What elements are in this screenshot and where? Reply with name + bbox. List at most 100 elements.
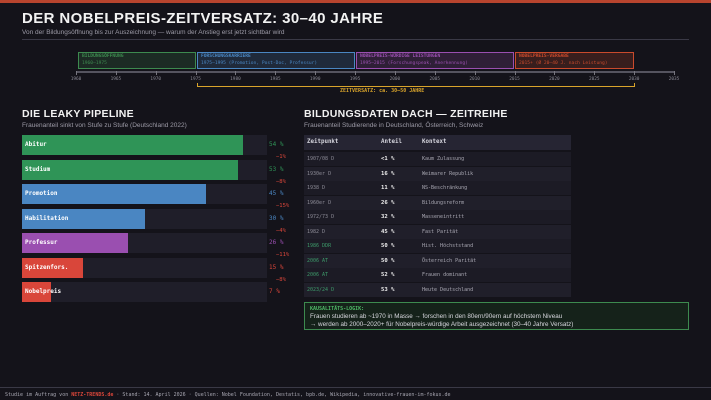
table-cell-context: Heute Deutschland <box>422 286 474 293</box>
timeline-tick <box>434 71 436 75</box>
footer: Studie im Auftrag von NETZ-TRENDS.de · S… <box>5 392 451 398</box>
causality-heading: KAUSALITÄTS-LOGIK: <box>310 306 365 312</box>
timeline-year-label: 1965 <box>110 77 122 82</box>
column-header-kontext: Kontext <box>422 139 447 145</box>
table-cell-value: 50 % <box>381 257 395 264</box>
timeline-year-label: 2025 <box>588 77 600 82</box>
timeline: BILDUNGSÖFFNUNG 1960–1975 FORSCHUNGSKARR… <box>0 50 711 102</box>
table-cell-context: NS-Beschränkung <box>422 185 468 191</box>
table-cell-context: Hist. Höchststand <box>422 243 474 249</box>
gap-label: ZEITVERSATZ: ca. 30–50 JAHRE <box>340 88 425 94</box>
timeline-tick <box>554 71 556 75</box>
pipeline-drop-label: −1% <box>276 154 286 161</box>
table-cell-context: Fast Parität <box>422 228 459 235</box>
pipeline-value-label: 54 % <box>269 141 284 148</box>
table-cell-context: Bildungsreform <box>422 199 465 206</box>
table-cell-time: 1938 D <box>307 185 326 191</box>
pipeline-value-label: 15 % <box>269 263 284 271</box>
causality-line-1: Frauen studieren ab ~1970 in Masse → for… <box>310 313 563 320</box>
pipeline-track <box>22 184 267 204</box>
timeline-tick <box>195 71 197 75</box>
pipeline-bar <box>22 257 84 278</box>
table-cell-value: 45 % <box>381 228 395 235</box>
column-header-anteil: Anteil <box>381 139 402 145</box>
table-row: 1982 D 45 % Fast Parität <box>304 224 571 239</box>
pipeline-drop-label: −4% <box>276 227 286 234</box>
timeline-year-label: 1990 <box>309 77 321 82</box>
timeline-year-label: 2005 <box>429 77 441 82</box>
timeline-year-label: 1995 <box>349 77 361 82</box>
page-subtitle: Von der Bildungsöffnung bis zur Auszeich… <box>22 29 285 36</box>
education-subtitle: Frauenanteil Studierende in Deutschland,… <box>304 122 484 129</box>
gap-start-cap <box>197 83 198 87</box>
phase-bildungsoeffnung: BILDUNGSÖFFNUNG 1960–1975 <box>78 52 196 69</box>
table-cell-context: Österreich Parität <box>422 257 477 264</box>
pipeline-stage-label: Studium <box>25 165 51 173</box>
pipeline-drop-label: −11% <box>276 252 290 259</box>
phase-subtitle: 2015+ (Ø 20–40 J. nach Leistung) <box>519 60 608 66</box>
table-cell-time: 2006 AT <box>307 272 329 278</box>
title-divider <box>22 39 689 40</box>
timeline-tick <box>76 71 77 75</box>
phase-title: FORSCHUNGSKARRIERE <box>201 54 251 59</box>
timeline-tick <box>275 71 277 75</box>
timeline-tick <box>315 71 317 75</box>
timeline-year-label: 2015 <box>509 77 520 82</box>
footer-brand-link[interactable]: NETZ-TRENDS.de <box>71 392 114 398</box>
table-cell-time: 1960er D <box>307 199 332 206</box>
pipeline-row: Promotion 45 % <box>22 184 292 204</box>
timeline-tick <box>594 71 596 75</box>
pipeline-track <box>22 282 267 302</box>
pipeline-row: Abitur 54 % <box>22 135 292 155</box>
timeline-year-label: 2030 <box>628 77 640 82</box>
phase-title: NOBELPREIS-VERGABE <box>519 54 569 59</box>
table-cell-time: 1982 D <box>307 228 326 235</box>
footer-divider <box>0 387 711 388</box>
timeline-tick <box>514 71 516 75</box>
table-cell-time: 1907/08 D <box>307 156 335 162</box>
timeline-tick <box>474 71 476 75</box>
timeline-year-label: 2010 <box>469 77 480 82</box>
pipeline-row: Professur 26 % <box>22 233 292 253</box>
table-cell-value: 16 % <box>381 170 395 177</box>
pipeline-stage-label: Nobelpreis <box>25 288 62 295</box>
pipeline-track <box>22 257 267 278</box>
pipeline-track <box>22 159 267 180</box>
table-cell-time: 2023/24 D <box>307 286 335 293</box>
timeline-tick <box>394 71 396 75</box>
timeline-tick <box>155 71 157 75</box>
table-row: 1938 D 11 % NS-Beschränkung <box>304 181 571 195</box>
pipeline-drop-label: −8% <box>276 178 286 185</box>
pipeline-bar <box>22 282 51 302</box>
table-cell-value: 26 % <box>381 199 395 206</box>
table-cell-time: 1986 DDR <box>307 243 332 249</box>
pipeline-bar <box>22 233 129 253</box>
pipeline-value-label: 26 % <box>269 239 284 246</box>
table-cell-context: Weimarer Republik <box>422 170 474 177</box>
top-accent-bar <box>0 0 711 3</box>
footer-sources: · Stand: 14. April 2026 · Quellen: Nobel… <box>116 392 451 398</box>
pipeline-value-label: 30 % <box>269 214 284 222</box>
table-row: 1907/08 D <1 % Kaum Zulassung <box>304 152 571 166</box>
gap-range-line <box>197 86 634 87</box>
timeline-tick <box>674 71 675 75</box>
table-cell-context: Masseneintritt <box>422 214 465 220</box>
column-header-zeitpunkt: Zeitpunkt <box>307 139 339 145</box>
gap-end-cap <box>634 83 635 87</box>
pipeline-bar <box>22 184 206 204</box>
table-cell-value: 52 % <box>381 272 395 278</box>
page-title: DER NOBELPREIS-ZEITVERSATZ: 30–40 JAHRE <box>22 10 384 27</box>
timeline-year-label: 1980 <box>230 77 241 82</box>
pipeline-stage-label: Promotion <box>25 190 58 197</box>
phase-nobelwuerdige-leistungen: NOBELPREIS-WÜRDIGE LEISTUNGEN 1995–2015 … <box>356 52 514 69</box>
pipeline-stage-label: Abitur <box>25 141 47 148</box>
pipeline-stage-label: Spitzenfors. <box>25 263 69 271</box>
table-header: Zeitpunkt Anteil Kontext <box>304 135 571 150</box>
timeline-year-label: 1960 <box>70 77 82 82</box>
pipeline-track <box>22 208 267 229</box>
causality-box: KAUSALITÄTS-LOGIK: Frauen studieren ab ~… <box>304 302 689 330</box>
timeline-year-label: 2020 <box>549 77 560 82</box>
footer-prefix: Studie im Auftrag von <box>5 392 69 398</box>
timeline-axis <box>76 71 674 73</box>
table-cell-context: Frauen dominant <box>422 272 468 278</box>
